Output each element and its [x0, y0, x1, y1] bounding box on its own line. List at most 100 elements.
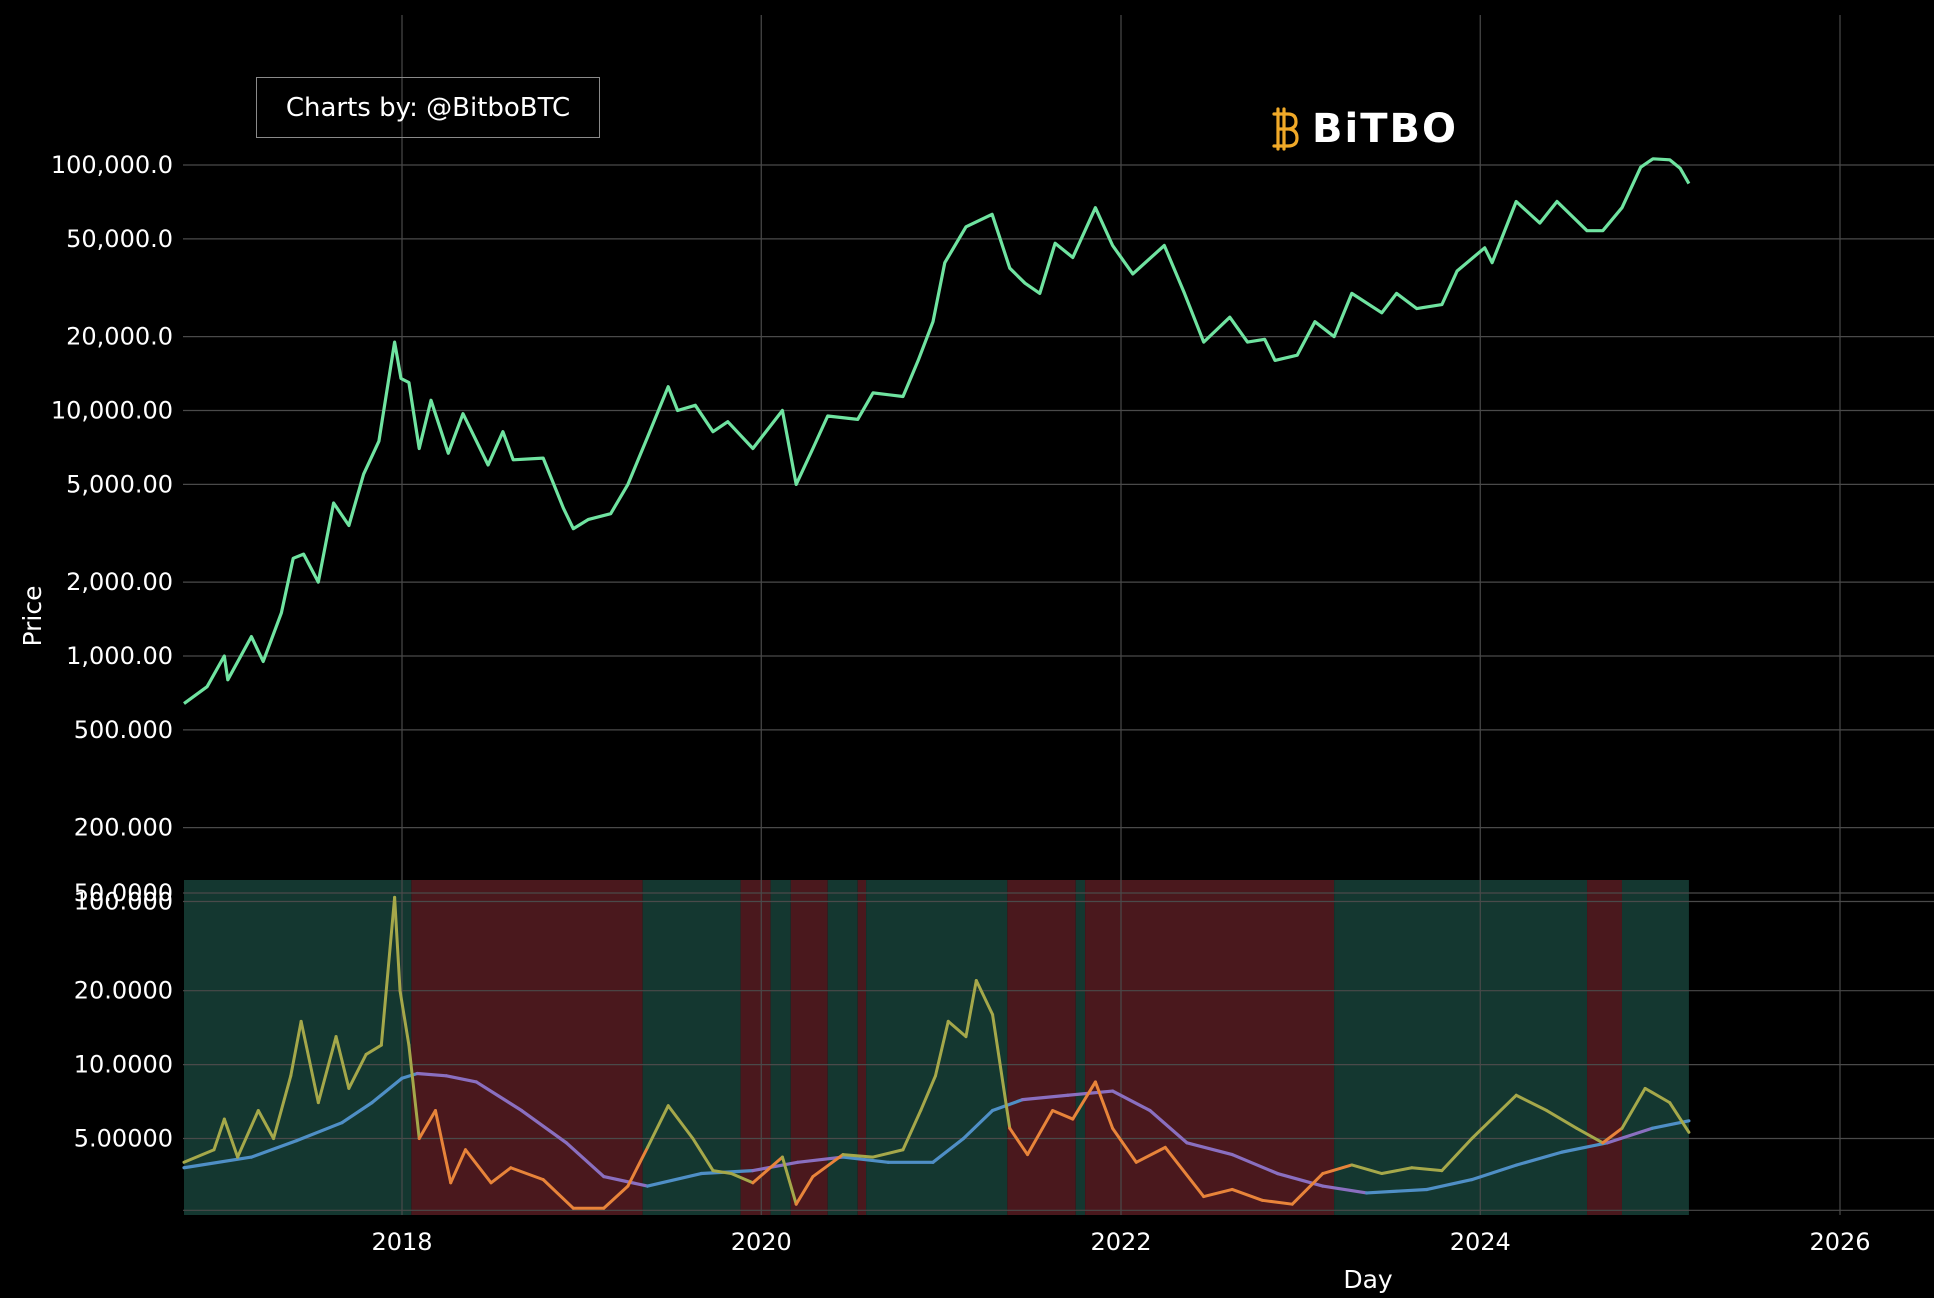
price-tick-label: 200.000	[74, 814, 173, 842]
oscillator-segment	[1545, 1109, 1579, 1130]
price-tick-label: 2,000.00	[66, 568, 173, 596]
oscillator-segment	[1134, 1145, 1167, 1164]
x-tick-label: 2018	[371, 1228, 432, 1256]
oscillator-segment	[1575, 1126, 1605, 1145]
x-tick-label: 2022	[1090, 1228, 1151, 1256]
logo-text: BiTBO	[1312, 106, 1458, 152]
moving-average-segment	[249, 1139, 299, 1159]
x-tick-label: 2020	[731, 1228, 792, 1256]
oscillator-segment	[1008, 1126, 1029, 1157]
oscillator-segment	[256, 1109, 276, 1140]
oscillator-segment	[626, 1145, 650, 1188]
oscillator-segment	[1601, 1126, 1624, 1145]
oscillator-segment	[1051, 1109, 1075, 1121]
oscillator-segment	[316, 1035, 338, 1105]
regime-band-red	[1007, 880, 1076, 1215]
bitbo-logo: BiTBO	[1270, 104, 1458, 154]
moving-average-segment	[645, 1171, 703, 1188]
oscillator-segment	[1321, 1163, 1354, 1176]
regime-bands	[183, 880, 1689, 1215]
oscillator-segment	[334, 1035, 351, 1090]
oscillator-segment	[541, 1178, 575, 1210]
oscillator-segment	[946, 1019, 968, 1039]
regime-band-red	[857, 880, 867, 1215]
oscillator-segment	[222, 1117, 240, 1159]
moving-average-segment	[1560, 1141, 1609, 1154]
moving-average-segment	[1230, 1152, 1280, 1176]
oscillator-segment	[646, 1104, 670, 1149]
moving-average-segment	[182, 1155, 254, 1170]
oscillator-segment	[991, 1012, 1012, 1130]
oscillator-segment	[182, 1148, 216, 1164]
oscillator-segment	[1163, 1145, 1206, 1199]
oscillator-segment	[1230, 1187, 1264, 1202]
oscillator-segment	[964, 979, 978, 1039]
oscillator-segment	[398, 989, 411, 1047]
regime-band-green	[827, 880, 858, 1215]
oscillator-segment	[417, 1109, 437, 1140]
regime-band-red	[1085, 880, 1335, 1215]
indicator-tick-label: 20.0000	[74, 977, 173, 1005]
oscillator-segment	[1350, 1163, 1384, 1176]
oscillator-segment	[1620, 1086, 1647, 1130]
price-tick-label: 5,000.00	[66, 470, 173, 498]
credit-text: Charts by: @BitboBTC	[285, 92, 571, 123]
oscillator-segment	[919, 1074, 937, 1113]
regime-band-red	[790, 880, 828, 1215]
regime-band-green	[1334, 880, 1588, 1215]
oscillator-segment	[364, 1043, 383, 1056]
price-tick-label: 100,000.0	[51, 151, 173, 179]
regime-band-red	[740, 880, 771, 1215]
oscillator-segment	[871, 1148, 905, 1159]
oscillator-segment	[1668, 1101, 1691, 1134]
moving-average-segment	[1425, 1178, 1474, 1192]
oscillator-segment	[1470, 1093, 1518, 1140]
moving-average-segment	[370, 1076, 404, 1105]
moving-average-segment	[340, 1101, 374, 1125]
oscillator-segment	[1202, 1187, 1234, 1199]
oscillator-segment	[1290, 1172, 1325, 1206]
oscillator-segment	[509, 1166, 545, 1182]
oscillator-segment	[1643, 1086, 1672, 1105]
regime-band-green	[1621, 880, 1689, 1215]
oscillator-segment	[1260, 1198, 1294, 1206]
price-tick-label: 10,000.00	[51, 397, 173, 425]
moving-average-segment	[400, 1071, 419, 1080]
moving-average-segment	[841, 1155, 890, 1164]
price-tick-label: 100.000	[74, 888, 173, 916]
moving-average-segment	[1148, 1108, 1189, 1145]
regime-band-green	[642, 880, 741, 1215]
oscillator-segment	[841, 1153, 875, 1159]
oscillator-segment	[347, 1052, 368, 1090]
oscillator-segment	[1111, 1126, 1138, 1164]
oscillator-segment	[289, 1019, 303, 1078]
oscillator-segment	[236, 1109, 260, 1159]
oscillator-segment	[489, 1166, 513, 1185]
moving-average-segment	[1020, 1093, 1070, 1102]
oscillator-segment	[729, 1172, 755, 1185]
bitcoin-b-icon	[1272, 107, 1299, 151]
oscillator-segment	[1071, 1080, 1097, 1121]
credit-box: Charts by: @BitboBTC	[256, 77, 600, 138]
oscillator-segment	[691, 1137, 715, 1173]
oscillator-segment	[933, 1019, 950, 1078]
x-axis-title: Day	[1343, 1265, 1393, 1294]
moving-average-segment	[1515, 1150, 1564, 1167]
oscillator-segment	[379, 895, 397, 1047]
oscillator-segment	[299, 1019, 320, 1105]
oscillator-segment	[974, 979, 995, 1016]
moving-average-segment	[1275, 1171, 1325, 1188]
moving-average-segment	[1111, 1089, 1152, 1113]
oscillator-segment	[666, 1104, 695, 1140]
moving-average-segment	[1470, 1163, 1519, 1182]
moving-average-segment	[295, 1121, 344, 1143]
oscillator-segment	[1025, 1109, 1055, 1157]
oscillator-segment	[711, 1169, 733, 1176]
regime-band-green	[1075, 880, 1086, 1215]
series-lines	[182, 157, 1691, 1210]
oscillator-segment	[272, 1074, 293, 1140]
moving-average-segment	[415, 1071, 448, 1078]
price-tick-label: 1,000.00	[66, 642, 173, 670]
regime-band-green	[770, 880, 791, 1215]
